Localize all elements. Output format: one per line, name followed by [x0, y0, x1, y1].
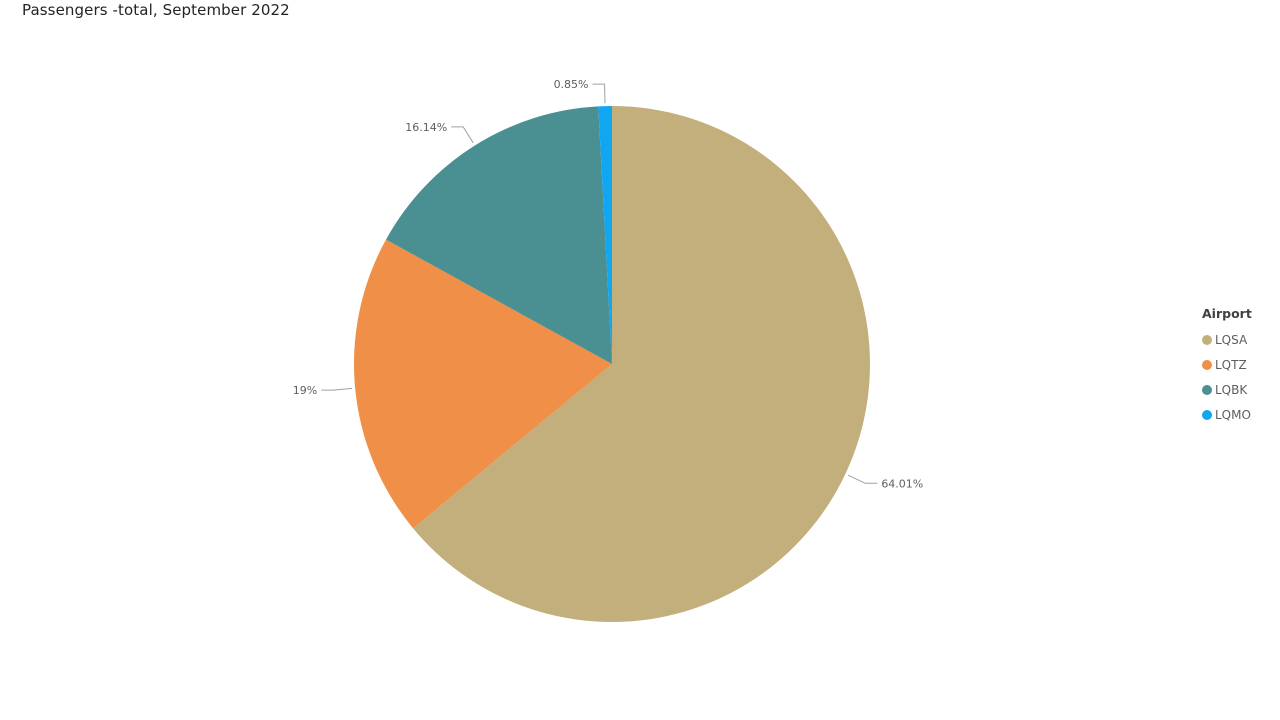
- legend-marker: [1202, 334, 1212, 345]
- leader-line: [847, 474, 878, 484]
- legend-title: Airport: [1202, 306, 1252, 321]
- legend-label: LQBK: [1215, 382, 1248, 397]
- legend-marker: [1202, 384, 1212, 395]
- leader-line: [451, 126, 474, 144]
- data-label: 16.14%: [405, 121, 447, 134]
- legend-label: LQTZ: [1215, 357, 1247, 372]
- chart-title: Passengers -total, September 2022: [22, 1, 290, 19]
- leader-line: [592, 83, 606, 104]
- legend: Airport LQSA LQTZ LQBK LQMO: [1202, 306, 1252, 427]
- legend-marker: [1202, 359, 1212, 370]
- data-label: 19%: [293, 384, 317, 397]
- data-label: 0.85%: [554, 78, 589, 91]
- pie-slice-lqtz[interactable]: [354, 239, 612, 529]
- pie-slice-lqsa[interactable]: [413, 106, 871, 622]
- legend-item-lqmo[interactable]: LQMO: [1202, 402, 1252, 427]
- data-label: 64.01%: [881, 477, 923, 490]
- legend-item-lqtz[interactable]: LQTZ: [1202, 352, 1252, 377]
- pie-slice-lqbk[interactable]: [385, 106, 612, 364]
- legend-label: LQSA: [1215, 332, 1248, 347]
- legend-label: LQMO: [1215, 407, 1251, 422]
- legend-item-lqbk[interactable]: LQBK: [1202, 377, 1252, 402]
- legend-marker: [1202, 409, 1212, 420]
- pie-slice-lqmo[interactable]: [598, 106, 612, 364]
- legend-item-lqsa[interactable]: LQSA: [1202, 327, 1252, 352]
- leader-line: [321, 387, 353, 391]
